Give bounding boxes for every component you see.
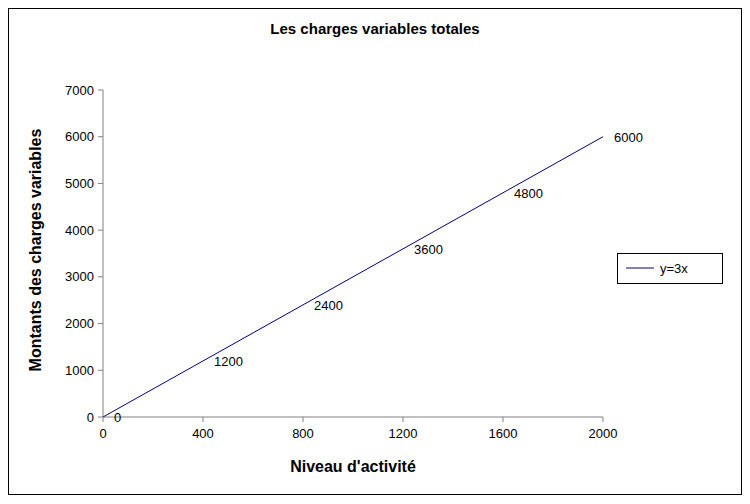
x-tick-label: 800 bbox=[292, 426, 314, 441]
y-tick bbox=[98, 90, 103, 91]
legend-label: y=3x bbox=[660, 261, 688, 276]
y-tick bbox=[98, 370, 103, 371]
y-tick-label: 5000 bbox=[65, 176, 94, 191]
x-tick bbox=[603, 417, 604, 422]
x-tick bbox=[303, 417, 304, 422]
x-tick bbox=[203, 417, 204, 422]
data-label: 0 bbox=[114, 410, 121, 425]
x-axis-line bbox=[103, 417, 603, 418]
chart-svg: Les charges variables totales 0 1000 2000 30… bbox=[0, 0, 750, 504]
y-tick-label: 2000 bbox=[65, 316, 94, 331]
x-tick-label: 1200 bbox=[389, 426, 418, 441]
y-tick-label: 6000 bbox=[65, 129, 94, 144]
y-axis-line bbox=[103, 90, 104, 417]
x-axis-label: Niveau d'activité bbox=[290, 458, 416, 475]
data-label: 6000 bbox=[614, 130, 643, 145]
data-label: 3600 bbox=[414, 242, 443, 257]
y-tick-label: 7000 bbox=[65, 83, 94, 98]
chart-border bbox=[9, 9, 742, 495]
x-tick bbox=[103, 417, 104, 422]
series-line bbox=[103, 137, 603, 417]
y-tick-label: 3000 bbox=[65, 269, 94, 284]
x-tick-label: 400 bbox=[192, 426, 214, 441]
data-label: 4800 bbox=[514, 186, 543, 201]
y-tick bbox=[98, 417, 103, 418]
legend-swatch bbox=[626, 268, 654, 269]
y-tick-label: 4000 bbox=[65, 223, 94, 238]
x-tick-label: 0 bbox=[99, 426, 106, 441]
y-tick-label: 1000 bbox=[65, 363, 94, 378]
x-tick-label: 1600 bbox=[489, 426, 518, 441]
page: {"chart_data": {"type": "line", "title":… bbox=[0, 0, 750, 504]
chart-title: Les charges variables totales bbox=[270, 20, 479, 37]
data-label: 1200 bbox=[214, 354, 243, 369]
y-tick bbox=[98, 183, 103, 184]
chart-container: Les charges variables totales 0 1000 2000 30… bbox=[0, 0, 750, 504]
data-label: 2400 bbox=[314, 298, 343, 313]
y-tick bbox=[98, 276, 103, 277]
x-tick-label: 2000 bbox=[589, 426, 618, 441]
y-tick bbox=[98, 230, 103, 231]
data-labels: 0 1200 2400 3600 4800 6000 bbox=[114, 130, 643, 425]
legend: y=3x bbox=[618, 254, 723, 284]
x-tick bbox=[403, 417, 404, 422]
y-tick-label: 0 bbox=[87, 410, 94, 425]
y-tick bbox=[98, 323, 103, 324]
y-tick bbox=[98, 136, 103, 137]
x-tick bbox=[503, 417, 504, 422]
y-axis-label: Montants des charges variables bbox=[27, 129, 44, 372]
plot-area bbox=[103, 137, 603, 417]
legend-box bbox=[618, 254, 723, 284]
